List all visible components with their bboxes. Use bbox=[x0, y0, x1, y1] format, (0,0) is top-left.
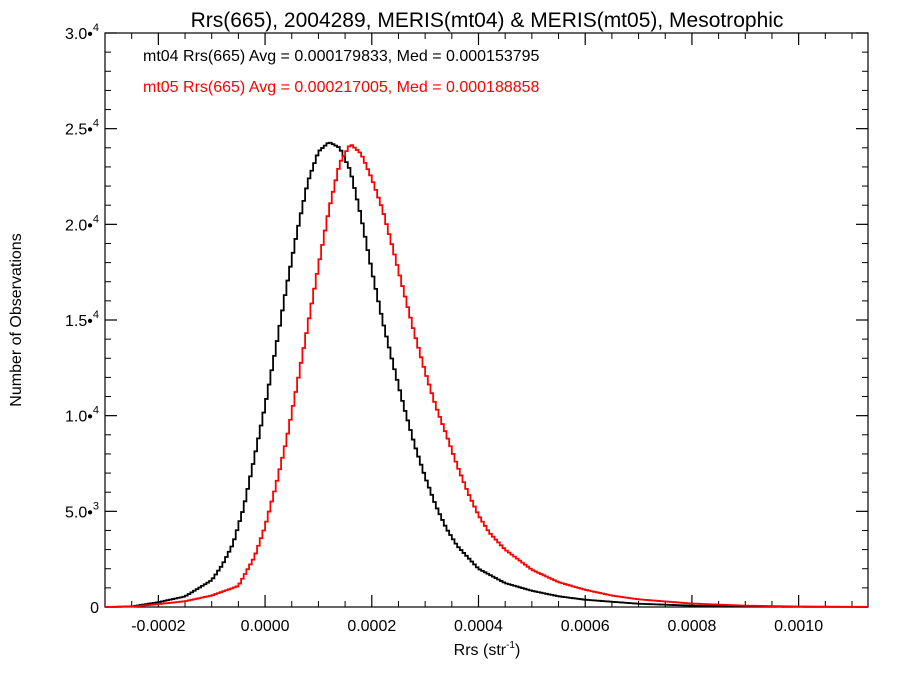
y-tick-labels: 05.0•31.0•41.5•42.0•42.5•43.0•4 bbox=[65, 22, 99, 617]
y-tick-exponent: 4 bbox=[93, 213, 99, 225]
y-tick-label: 0 bbox=[90, 600, 99, 617]
y-axis-label: Number of Observations bbox=[8, 233, 25, 406]
y-tick-mantissa: 5.0• bbox=[65, 504, 93, 521]
x-axis-label: Rrs (str-1) bbox=[454, 640, 521, 659]
plot-frame bbox=[104, 32, 869, 608]
y-tick-label: 5.0•3 bbox=[65, 500, 99, 521]
series-mt05-histogram bbox=[105, 144, 868, 608]
x-tick-label: 0.0008 bbox=[667, 618, 716, 635]
x-tick-label: 0.0010 bbox=[774, 618, 823, 635]
x-tick-labels: -0.0002 0.0000 0.0002 0.0004 0.0006 0.0008 0.0… bbox=[131, 618, 823, 635]
legend-mt05: mt05 Rrs(665) Avg = 0.000217005, Med = 0… bbox=[143, 79, 540, 96]
series-mt04-histogram bbox=[105, 141, 868, 608]
y-tick-exponent: 4 bbox=[93, 405, 99, 417]
y-tick-mantissa: 1.0• bbox=[65, 409, 93, 426]
y-tick-mantissa: 2.5• bbox=[65, 122, 93, 139]
y-tick-label: 1.5•4 bbox=[65, 309, 99, 330]
y-tick-exponent: 4 bbox=[93, 118, 99, 130]
y-tick-mantissa: 0 bbox=[90, 600, 99, 617]
y-tick-exponent: 4 bbox=[93, 22, 99, 34]
y-tick-mantissa: 2.0• bbox=[65, 217, 93, 234]
y-tick-label: 2.5•4 bbox=[65, 118, 99, 139]
axis-ticks bbox=[105, 32, 868, 608]
x-tick-label: 0.0002 bbox=[347, 618, 396, 635]
y-tick-label: 2.0•4 bbox=[65, 213, 99, 234]
chart-title: Rrs(665), 2004289, MERIS(mt04) & MERIS(m… bbox=[191, 9, 784, 32]
y-tick-label: 3.0•4 bbox=[65, 22, 99, 43]
y-tick-mantissa: 1.5• bbox=[65, 313, 93, 330]
y-tick-exponent: 4 bbox=[93, 309, 99, 321]
y-tick-exponent: 3 bbox=[93, 500, 99, 512]
series-layer bbox=[105, 141, 868, 608]
x-tick-label: 0.0000 bbox=[241, 618, 290, 635]
y-tick-mantissa: 3.0• bbox=[65, 26, 93, 43]
x-tick-label: 0.0004 bbox=[454, 618, 503, 635]
legend-mt04: mt04 Rrs(665) Avg = 0.000179833, Med = 0… bbox=[143, 48, 540, 65]
y-tick-label: 1.0•4 bbox=[65, 405, 99, 426]
x-tick-label: 0.0006 bbox=[561, 618, 610, 635]
x-tick-label: -0.0002 bbox=[131, 618, 185, 635]
